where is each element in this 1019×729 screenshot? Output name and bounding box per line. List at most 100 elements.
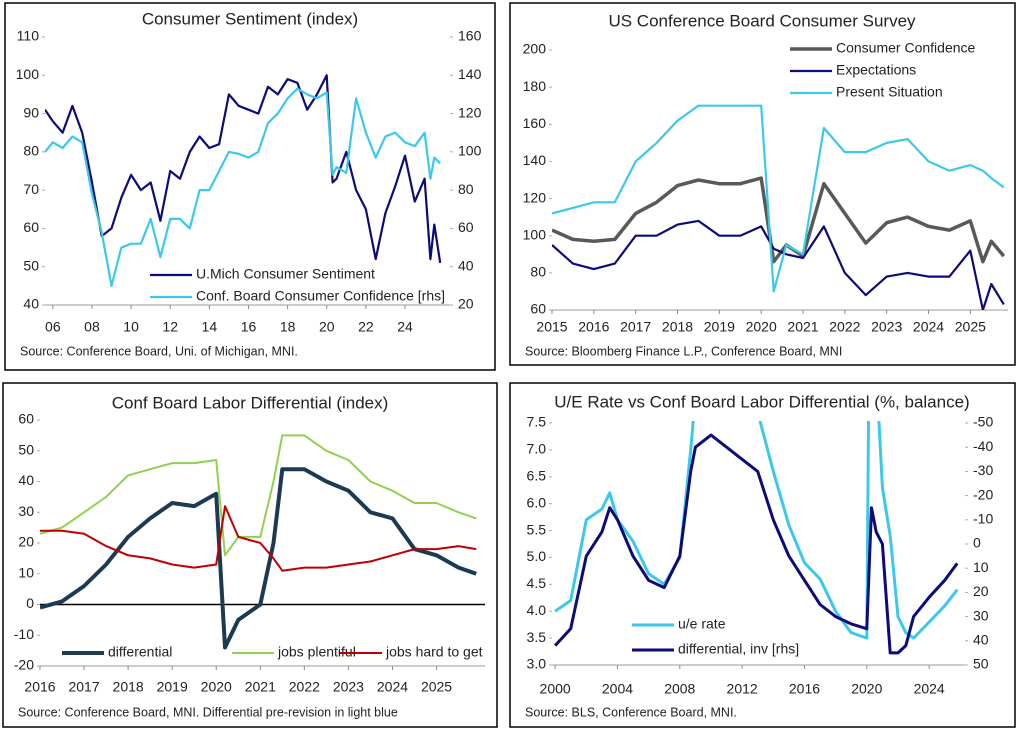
x-tick-label: 2017 [68, 679, 99, 695]
legend-label: u/e rate [678, 616, 726, 632]
x-tick-label: 2016 [789, 681, 820, 697]
x-tick-label: 2012 [727, 681, 758, 697]
panel: US Conference Board Consumer Survey Sourc… [509, 2, 1016, 366]
series-line [553, 433, 959, 655]
x-tick-label: 2022 [289, 679, 320, 695]
y-tick-label: 5.0 [527, 548, 547, 564]
y2-tick-label: -50 [973, 414, 993, 430]
series-line [45, 87, 441, 287]
y-tick-label: 110 [17, 28, 40, 44]
chart-title: US Conference Board Consumer Survey [608, 11, 916, 30]
source-note: Source: Conference Board, MNI. Different… [18, 705, 398, 719]
y-tick-label: 0 [26, 595, 34, 611]
y-tick-label: 4.5 [527, 575, 547, 591]
panel-border [509, 2, 1016, 366]
panel: U/E Rate vs Conf Board Labor Differentia… [509, 382, 1016, 728]
x-tick-label: 2021 [245, 679, 276, 695]
series-line [40, 467, 477, 650]
series-line [552, 219, 1005, 310]
x-tick-label: 14 [202, 319, 218, 335]
series-line [554, 421, 959, 640]
y-tick-label: 90 [23, 104, 39, 120]
y2-tick-label: 30 [973, 607, 989, 623]
chart-title: Consumer Sentiment (index) [142, 9, 358, 28]
y-tick-label: 100 [523, 226, 547, 242]
legend-label: Consumer Confidence [836, 40, 976, 56]
series-line [552, 104, 1005, 293]
x-tick-label: 2016 [578, 319, 609, 335]
y-tick-label: 4.0 [527, 602, 547, 618]
panel: Conf Board Labor Differential (index) Sou… [2, 382, 498, 728]
x-tick-label: 16 [241, 319, 257, 335]
y-tick-label: 7.5 [527, 414, 547, 430]
chart-title: Conf Board Labor Differential (index) [112, 393, 389, 412]
y2-tick-label: 20 [458, 296, 474, 312]
legend-label: U.Mich Consumer Sentiment [196, 266, 375, 282]
x-tick-label: 2015 [536, 319, 567, 335]
y-tick-label: 6.5 [527, 467, 547, 483]
x-tick-label: 2004 [602, 681, 633, 697]
y2-tick-label: -30 [973, 462, 993, 478]
y2-tick-label: -10 [973, 511, 993, 527]
y-tick-label: 80 [530, 264, 546, 280]
y-tick-label: 50 [18, 441, 34, 457]
y-tick-label: 180 [523, 78, 547, 94]
x-tick-label: 2022 [829, 319, 860, 335]
x-tick-label: 2024 [914, 681, 945, 697]
y2-tick-label: 40 [458, 257, 474, 273]
x-tick-label: 2021 [787, 319, 818, 335]
y-tick-label: 40 [18, 472, 34, 488]
y-tick-label: 3.5 [527, 629, 547, 645]
y2-tick-label: 140 [458, 66, 482, 82]
x-tick-label: 2020 [746, 319, 777, 335]
x-tick-label: 2018 [113, 679, 144, 695]
y-tick-label: -20 [14, 657, 34, 673]
x-tick-label: 2019 [704, 319, 735, 335]
chart-title: U/E Rate vs Conf Board Labor Differentia… [554, 392, 969, 411]
x-tick-label: 2000 [540, 681, 571, 697]
y-tick-label: 7.0 [527, 441, 547, 457]
y2-tick-label: 20 [973, 583, 989, 599]
legend-label: differential, inv [rhs] [678, 641, 799, 657]
y2-tick-label: 0 [973, 535, 981, 551]
y-tick-label: 10 [18, 564, 34, 580]
y2-tick-label: 160 [458, 28, 482, 44]
y2-tick-label: 40 [973, 632, 989, 648]
x-tick-label: 2023 [333, 679, 364, 695]
y2-tick-label: 100 [458, 143, 482, 159]
x-tick-label: 18 [280, 319, 296, 335]
y-tick-label: 160 [523, 115, 547, 131]
legend-label: jobs hard to get [385, 644, 483, 660]
legend-label: Expectations [836, 62, 916, 78]
legend-label: Present Situation [836, 84, 943, 100]
y2-tick-label: 50 [973, 656, 989, 672]
x-tick-label: 2008 [664, 681, 695, 697]
y-tick-label: 200 [523, 41, 547, 57]
legend-label: Conf. Board Consumer Confidence [rhs] [196, 288, 445, 304]
y-tick-label: 50 [23, 257, 39, 273]
y-tick-label: 60 [530, 301, 546, 317]
y-tick-label: 20 [18, 534, 34, 550]
y2-tick-label: -20 [973, 486, 993, 502]
x-tick-label: 2025 [955, 319, 986, 335]
y-tick-label: 120 [523, 189, 547, 205]
x-tick-label: 2020 [851, 681, 882, 697]
y-tick-label: 6.0 [527, 494, 547, 510]
y-tick-label: 3.0 [527, 656, 547, 672]
x-tick-label: 2019 [157, 679, 188, 695]
source-note: Source: Bloomberg Finance L.P., Conferen… [525, 344, 842, 358]
x-tick-label: 2024 [913, 319, 944, 335]
y-tick-label: 60 [23, 219, 39, 235]
y-tick-label: 30 [18, 503, 34, 519]
source-note: Source: BLS, Conference Board, MNI. [525, 705, 737, 719]
y-tick-label: 140 [523, 152, 547, 168]
panel-border [2, 382, 498, 728]
source-note: Source: Conference Board, Uni. of Michig… [20, 344, 298, 358]
x-tick-label: 2023 [871, 319, 902, 335]
x-tick-label: 22 [358, 319, 374, 335]
y2-tick-label: 10 [973, 559, 989, 575]
y2-tick-label: 120 [458, 104, 482, 120]
x-tick-label: 06 [45, 319, 61, 335]
series-line [40, 505, 477, 572]
